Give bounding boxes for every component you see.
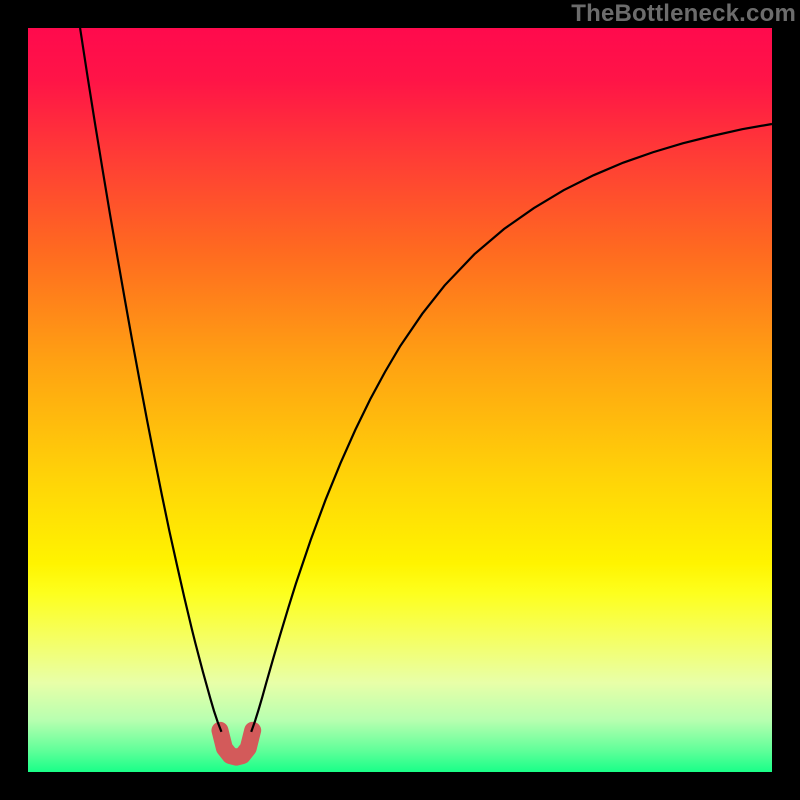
watermark-text: TheBottleneck.com	[571, 0, 796, 28]
chart-svg	[28, 28, 772, 772]
curve-left	[80, 28, 221, 732]
bottleneck-trough-marker	[220, 730, 253, 757]
plot-area	[28, 28, 772, 772]
curve-right	[251, 124, 772, 732]
outer-frame: TheBottleneck.com	[0, 0, 800, 800]
